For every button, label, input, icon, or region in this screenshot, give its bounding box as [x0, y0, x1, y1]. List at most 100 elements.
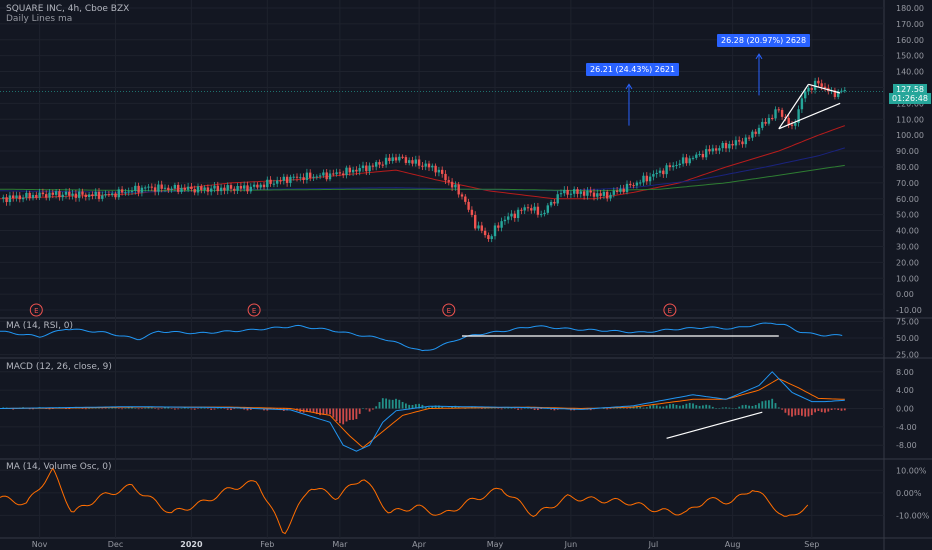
- time-tick-label: Sep: [804, 540, 819, 549]
- macd-histogram-bar: [108, 407, 110, 409]
- candle-body: [807, 88, 810, 92]
- macd-histogram-bar: [603, 408, 605, 409]
- candle-body: [823, 86, 827, 89]
- macd-histogram-bar: [213, 408, 216, 410]
- candle-body: [414, 159, 417, 164]
- macd-histogram-bar: [230, 408, 232, 411]
- candle-body: [777, 109, 780, 111]
- candle-body: [21, 197, 25, 200]
- candle-body: [249, 186, 252, 192]
- measure-label-2[interactable]: 26.28 (20.97%) 2628: [717, 34, 811, 47]
- candle-body: [450, 181, 454, 188]
- value-tick-label: 90.00: [896, 147, 919, 156]
- candle-body: [658, 170, 662, 173]
- value-tick-label: 10.00: [896, 274, 919, 283]
- countdown-tag: 01:26:48: [889, 93, 931, 104]
- macd-histogram-bar: [494, 407, 496, 409]
- candle-body: [507, 216, 510, 220]
- macd-histogram-bar: [738, 406, 741, 409]
- candle-body: [177, 184, 180, 192]
- candle-body: [391, 157, 394, 161]
- macd-title: MACD (12, 26, close, 9): [6, 362, 112, 372]
- candle-body: [5, 197, 8, 203]
- macd-histogram-bar: [797, 408, 800, 416]
- macd-histogram-bar: [728, 407, 731, 409]
- macd-histogram-bar: [702, 405, 704, 409]
- candle-body: [582, 191, 586, 196]
- macd-histogram-bar: [480, 408, 483, 409]
- macd-histogram-bar: [223, 408, 226, 409]
- macd-histogram-bar: [744, 404, 747, 409]
- candle-body: [358, 168, 361, 172]
- macd-histogram-bar: [678, 405, 681, 409]
- candle-body: [272, 183, 276, 185]
- macd-histogram-bar: [698, 405, 701, 409]
- macd-histogram-bar: [385, 398, 387, 409]
- candle-body: [513, 213, 516, 219]
- macd-histogram-bar: [721, 407, 724, 409]
- candle-body: [441, 169, 444, 174]
- candle-body: [602, 191, 606, 196]
- candle-body: [31, 194, 35, 199]
- candle-body: [167, 187, 170, 190]
- macd-histogram-bar: [629, 407, 632, 409]
- candle-body: [780, 109, 784, 117]
- candle-body: [764, 121, 767, 124]
- macd-histogram-bar: [434, 405, 437, 409]
- measure-label-1[interactable]: 26.21 (24.43%) 2621: [586, 63, 680, 76]
- macd-histogram-bar: [451, 406, 453, 409]
- macd-histogram-bar: [441, 406, 444, 409]
- candle-body: [794, 122, 797, 126]
- volosc-title: MA (14, Volume Osc, 0): [6, 462, 112, 472]
- candle-body: [219, 187, 223, 192]
- macd-histogram-bar: [345, 408, 348, 422]
- candle-body: [335, 172, 338, 175]
- macd-histogram-bar: [464, 408, 467, 409]
- candle-body: [216, 185, 219, 192]
- candle-body: [160, 184, 163, 189]
- macd-histogram-bar: [170, 408, 173, 409]
- candle-body: [269, 179, 272, 184]
- macd-histogram-bar: [114, 407, 117, 409]
- candle-body: [71, 193, 74, 196]
- candle-body: [134, 185, 137, 191]
- candle-body: [325, 172, 328, 180]
- macd-histogram-bar: [553, 408, 556, 411]
- macd-histogram-bar: [517, 408, 519, 410]
- candle-body: [239, 185, 243, 189]
- macd-histogram-bar: [164, 407, 166, 409]
- macd-histogram-bar: [708, 405, 711, 409]
- candle-body: [797, 109, 800, 123]
- macd-histogram-bar: [715, 408, 717, 409]
- candle-body: [490, 236, 493, 240]
- candle-body: [124, 192, 127, 194]
- candle-body: [497, 225, 500, 228]
- macd-histogram-bar: [810, 408, 813, 416]
- macd-histogram-bar: [636, 405, 638, 409]
- candle-body: [87, 194, 91, 198]
- candle-body: [117, 189, 120, 198]
- candle-body: [784, 116, 787, 118]
- candle-body: [503, 219, 507, 222]
- macd-histogram-bar: [167, 407, 170, 409]
- candle-body: [688, 158, 691, 164]
- candle-body: [747, 137, 751, 139]
- macd-histogram-bar: [226, 408, 229, 410]
- candle-body: [408, 160, 411, 163]
- macd-histogram-bar: [243, 408, 246, 410]
- candle-body: [639, 182, 642, 184]
- candle-body: [612, 190, 615, 195]
- macd-histogram-bar: [183, 407, 186, 409]
- candle-body: [180, 187, 183, 192]
- macd-histogram-bar: [685, 403, 688, 409]
- candle-body: [546, 205, 549, 213]
- candle-body: [38, 192, 41, 198]
- candle-body: [771, 117, 774, 119]
- macd-histogram-bar: [68, 408, 71, 409]
- macd-histogram-bar: [28, 408, 31, 410]
- candle-body: [338, 172, 342, 174]
- value-tick-label: 40.00: [896, 227, 919, 236]
- triangle-left-edge: [778, 83, 809, 130]
- candle-body: [734, 140, 738, 146]
